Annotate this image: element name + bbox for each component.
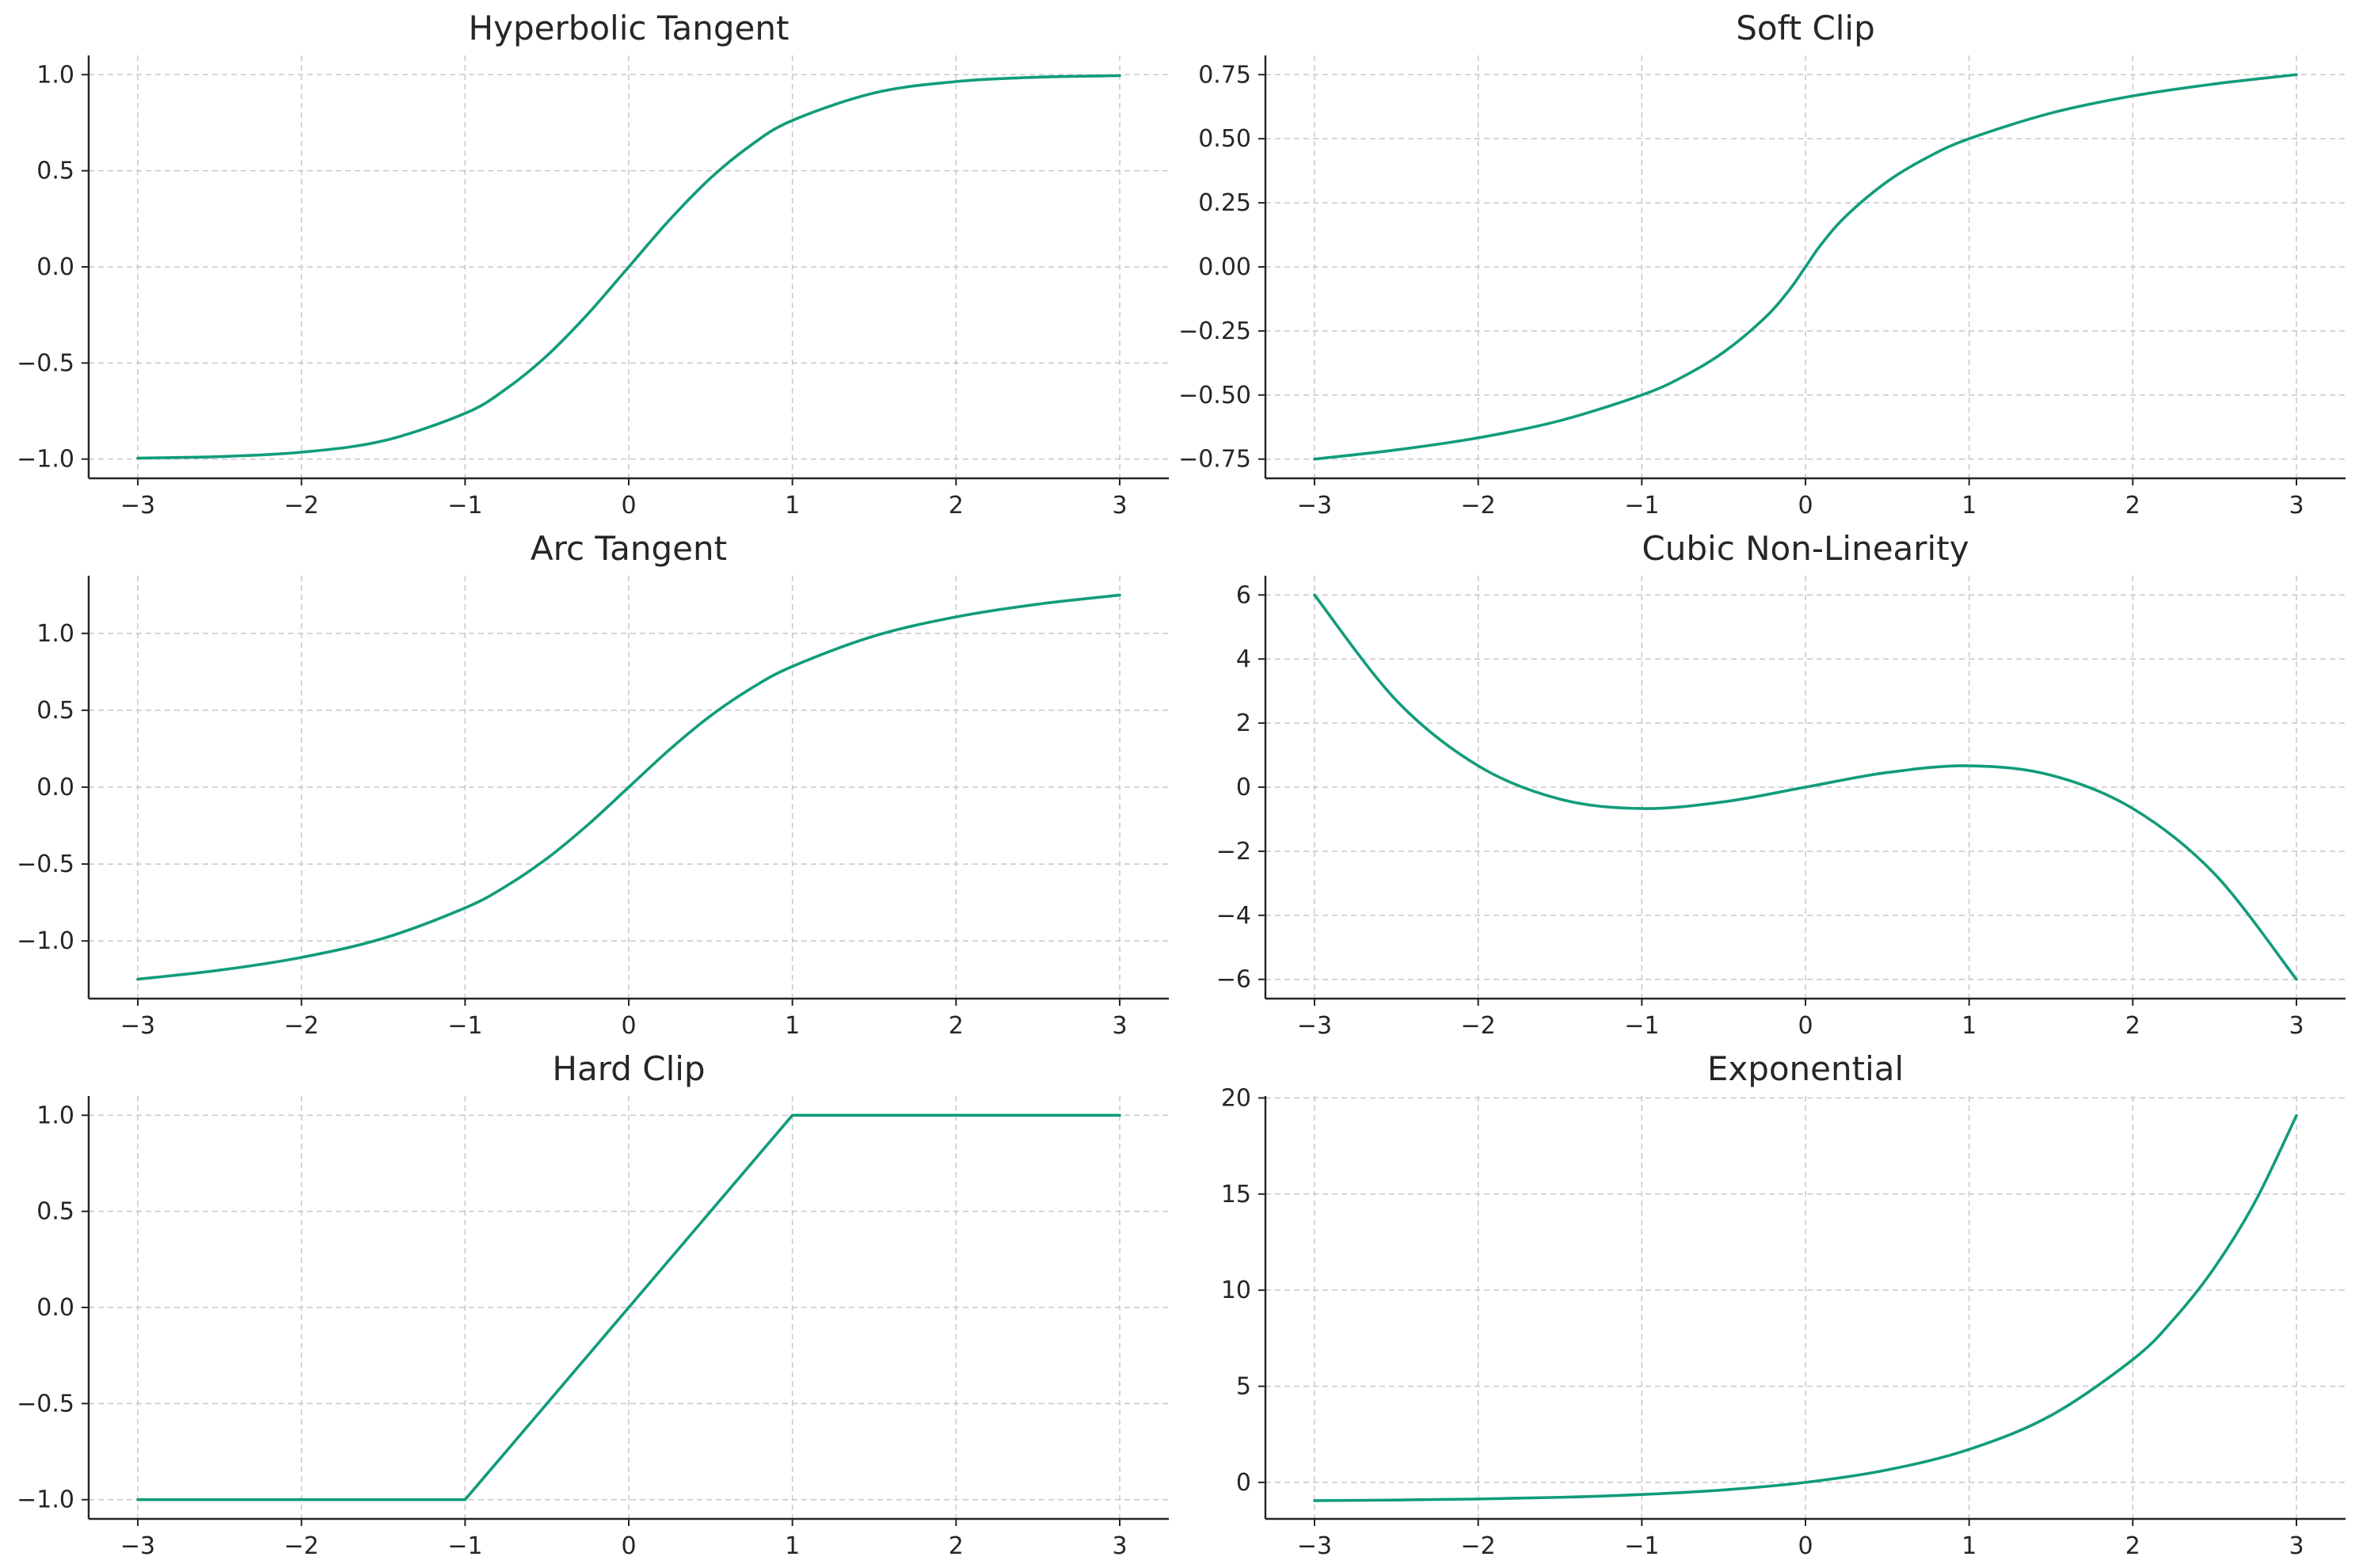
chart-title: Arc Tangent <box>531 529 727 568</box>
y-tick-label: 1.0 <box>36 61 74 89</box>
x-tick-label: −2 <box>284 492 319 519</box>
x-tick-label: 1 <box>1961 492 1977 519</box>
x-tick-label: −2 <box>284 1532 319 1560</box>
x-tick-label: 3 <box>1112 492 1127 519</box>
y-tick-label: 0.00 <box>1198 253 1251 281</box>
x-tick-label: −2 <box>1461 1012 1496 1040</box>
x-tick-label: −3 <box>1297 492 1332 519</box>
chart-title: Exponential <box>1707 1049 1904 1088</box>
y-tick-label: 1.0 <box>36 1102 74 1129</box>
y-tick-label: −6 <box>1216 966 1251 994</box>
chart-title: Soft Clip <box>1736 9 1875 48</box>
x-tick-label: 3 <box>1112 1532 1127 1560</box>
x-tick-label: −1 <box>1624 1012 1659 1040</box>
x-tick-label: −2 <box>1461 1532 1496 1560</box>
x-tick-label: 2 <box>2125 1532 2140 1560</box>
y-tick-label: −0.5 <box>17 349 74 377</box>
subplot-1: −3 −2 −1 0 1 2 3 −1.0 −0.5 0.0 0.5 1.0 Hyperbolic Ta… <box>17 9 1169 519</box>
x-tick-label: 1 <box>785 1532 800 1560</box>
x-tick-label: 3 <box>1112 1012 1127 1040</box>
x-tick-label: −3 <box>1297 1012 1332 1040</box>
y-tick-label: 15 <box>1221 1181 1251 1208</box>
y-tick-label: 10 <box>1221 1277 1251 1304</box>
x-tick-label: −3 <box>120 1532 155 1560</box>
x-tick-label: 1 <box>785 1012 800 1040</box>
y-tick-label: −0.5 <box>17 1390 74 1418</box>
x-tick-label: 3 <box>2289 1532 2304 1560</box>
x-tick-label: −1 <box>447 1012 482 1040</box>
y-tick-label: 20 <box>1221 1084 1251 1112</box>
chart-title: Hyperbolic Tangent <box>469 9 790 48</box>
subplot-5: −3 −2 −1 0 1 2 3 −1.0 −0.5 0.0 0.5 1.0 Hard Clip <box>17 1049 1169 1560</box>
x-tick-label: 1 <box>1961 1012 1977 1040</box>
y-tick-label: −2 <box>1216 838 1251 866</box>
x-tick-label: 0 <box>1798 1012 1813 1040</box>
x-tick-label: 0 <box>1798 1532 1813 1560</box>
x-tick-label: −2 <box>1461 492 1496 519</box>
y-tick-label: 0.50 <box>1198 125 1251 153</box>
x-tick-label: 2 <box>949 1532 964 1560</box>
y-tick-label: 4 <box>1236 645 1251 673</box>
x-tick-label: −1 <box>447 1532 482 1560</box>
x-tick-label: 3 <box>2289 1012 2304 1040</box>
y-tick-label: 0.0 <box>36 253 74 281</box>
subplot-4: −3 −2 −1 0 1 2 3 −6 −4 −2 0 2 4 6 Cubic Non-Linearity <box>1216 529 2346 1040</box>
y-tick-label: 2 <box>1236 710 1251 737</box>
y-tick-label: 5 <box>1236 1373 1251 1401</box>
x-tick-label: 0 <box>621 1012 636 1040</box>
y-tick-label: 0.25 <box>1198 189 1251 217</box>
x-tick-label: 2 <box>949 492 964 519</box>
x-tick-label: 0 <box>621 1532 636 1560</box>
y-tick-label: −1.0 <box>17 1486 74 1514</box>
x-tick-label: 1 <box>785 492 800 519</box>
series-line <box>136 74 1121 460</box>
x-tick-label: −3 <box>120 492 155 519</box>
chart-title: Hard Clip <box>552 1049 705 1088</box>
y-tick-label: −1.0 <box>17 446 74 474</box>
x-tick-label: −1 <box>1624 1532 1659 1560</box>
y-tick-label: 1.0 <box>36 620 74 648</box>
x-tick-label: −2 <box>284 1012 319 1040</box>
y-tick-label: 0.5 <box>36 697 74 725</box>
x-tick-label: −1 <box>447 492 482 519</box>
series-line <box>1313 593 2298 981</box>
x-tick-label: 1 <box>1961 1532 1977 1560</box>
y-tick-label: −4 <box>1216 902 1251 930</box>
y-tick-label: 0.0 <box>36 774 74 801</box>
y-tick-label: −0.5 <box>17 851 74 878</box>
subplot-6: −3 −2 −1 0 1 2 3 0 5 10 15 20 Exponential <box>1221 1049 2346 1560</box>
y-tick-label: 6 <box>1236 581 1251 609</box>
series-line <box>1313 73 2298 461</box>
x-tick-label: −3 <box>1297 1532 1332 1560</box>
x-tick-label: 3 <box>2289 492 2304 519</box>
y-tick-label: −0.25 <box>1178 318 1251 345</box>
y-tick-label: 0.5 <box>36 1198 74 1226</box>
chart-title: Cubic Non-Linearity <box>1642 529 1969 568</box>
series-line <box>136 1113 1121 1501</box>
x-tick-label: 2 <box>949 1012 964 1040</box>
y-tick-label: 0.0 <box>36 1294 74 1322</box>
y-tick-label: 0 <box>1236 774 1251 801</box>
x-tick-label: 2 <box>2125 1012 2140 1040</box>
x-tick-label: 0 <box>621 492 636 519</box>
y-tick-label: 0 <box>1236 1469 1251 1497</box>
x-tick-label: 2 <box>2125 492 2140 519</box>
x-tick-label: −1 <box>1624 492 1659 519</box>
x-tick-label: −3 <box>120 1012 155 1040</box>
y-tick-label: −0.75 <box>1178 446 1251 474</box>
series-line <box>1313 1113 2298 1502</box>
subplot-2: −3 −2 −1 0 1 2 3 −0.75 −0.50 −0.25 0.00 0.25 0.50 0.7… <box>1178 9 2346 519</box>
y-tick-label: −0.50 <box>1178 382 1251 409</box>
subplot-3: −3 −2 −1 0 1 2 3 −1.0 −0.5 0.0 0.5 1.0 Arc Tangent <box>17 529 1169 1040</box>
y-tick-label: 0.75 <box>1198 61 1251 89</box>
x-tick-label: 0 <box>1798 492 1813 519</box>
y-tick-label: 0.5 <box>36 158 74 185</box>
series-line <box>136 593 1121 981</box>
y-tick-label: −1.0 <box>17 927 74 955</box>
